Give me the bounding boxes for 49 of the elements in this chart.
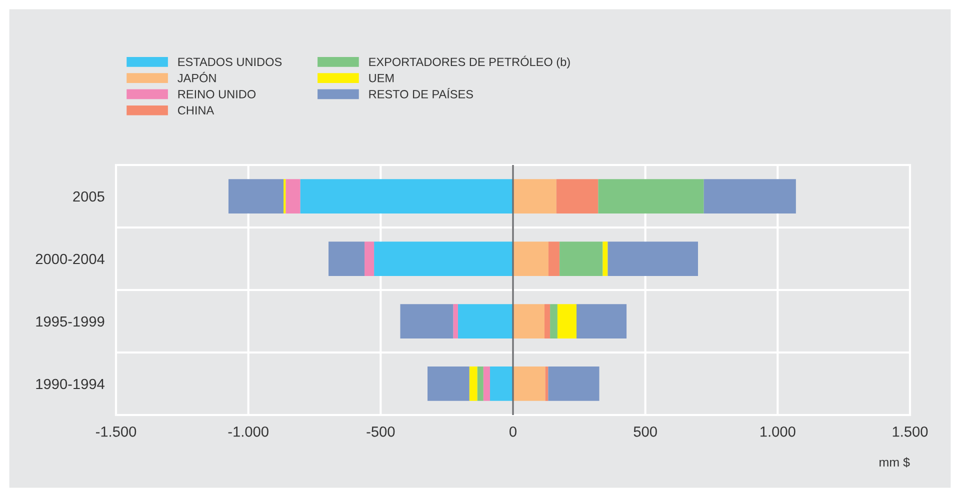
legend-label: EXPORTADORES DE PETRÓLEO (b): [369, 56, 570, 68]
x-tick-label: 1.500: [892, 426, 928, 437]
bar: [328, 242, 365, 276]
legend-label: JAPÓN: [178, 72, 216, 82]
y-tick-label: 1990-1994: [36, 378, 104, 390]
bar: [556, 179, 598, 214]
bar: [469, 366, 478, 401]
bar: [228, 179, 284, 214]
bar: [453, 304, 458, 338]
x-tick-label: -1.500: [96, 426, 136, 437]
bar: [550, 304, 558, 338]
bar: [548, 366, 600, 401]
legend-label: ESTADOS UNIDOS: [178, 58, 282, 66]
bar: [428, 366, 470, 401]
bar: [608, 242, 698, 276]
bar: [458, 304, 513, 338]
y-tick-label: 2000-2004: [36, 254, 104, 264]
legend-label: REINO UNIDO: [178, 90, 256, 98]
bar: [513, 179, 556, 214]
bar: [598, 179, 704, 214]
bar: [400, 304, 454, 338]
bar: [513, 366, 546, 401]
x-tick-label: 1.000: [760, 426, 796, 437]
bar: [513, 304, 544, 338]
bar: [483, 366, 490, 401]
x-tick-label: 0: [510, 426, 516, 437]
bar: [704, 179, 796, 214]
bar: [560, 242, 603, 276]
bar: [364, 242, 374, 276]
x-tick-label: 500: [634, 426, 657, 437]
bar: [576, 304, 627, 338]
bar: [548, 242, 560, 276]
bar: [490, 366, 513, 401]
text: mm $: [880, 457, 910, 468]
bar: [374, 242, 513, 276]
bar: [557, 304, 577, 338]
legend-label: UEM: [369, 74, 394, 82]
x-tick-label: -500: [366, 426, 395, 437]
bar: [286, 179, 300, 214]
legend-label: CHINA: [178, 106, 214, 115]
bar: [477, 366, 484, 401]
bar: [513, 242, 548, 276]
bar: [300, 179, 513, 214]
y-tick-label: 1995-1999: [36, 316, 104, 327]
bar: [602, 242, 608, 276]
bar: [544, 304, 550, 338]
legend-label: RESTO DE PAÍSES: [369, 88, 473, 98]
x-tick-label: -1.000: [228, 426, 268, 437]
y-tick-label: 2005: [73, 191, 104, 202]
